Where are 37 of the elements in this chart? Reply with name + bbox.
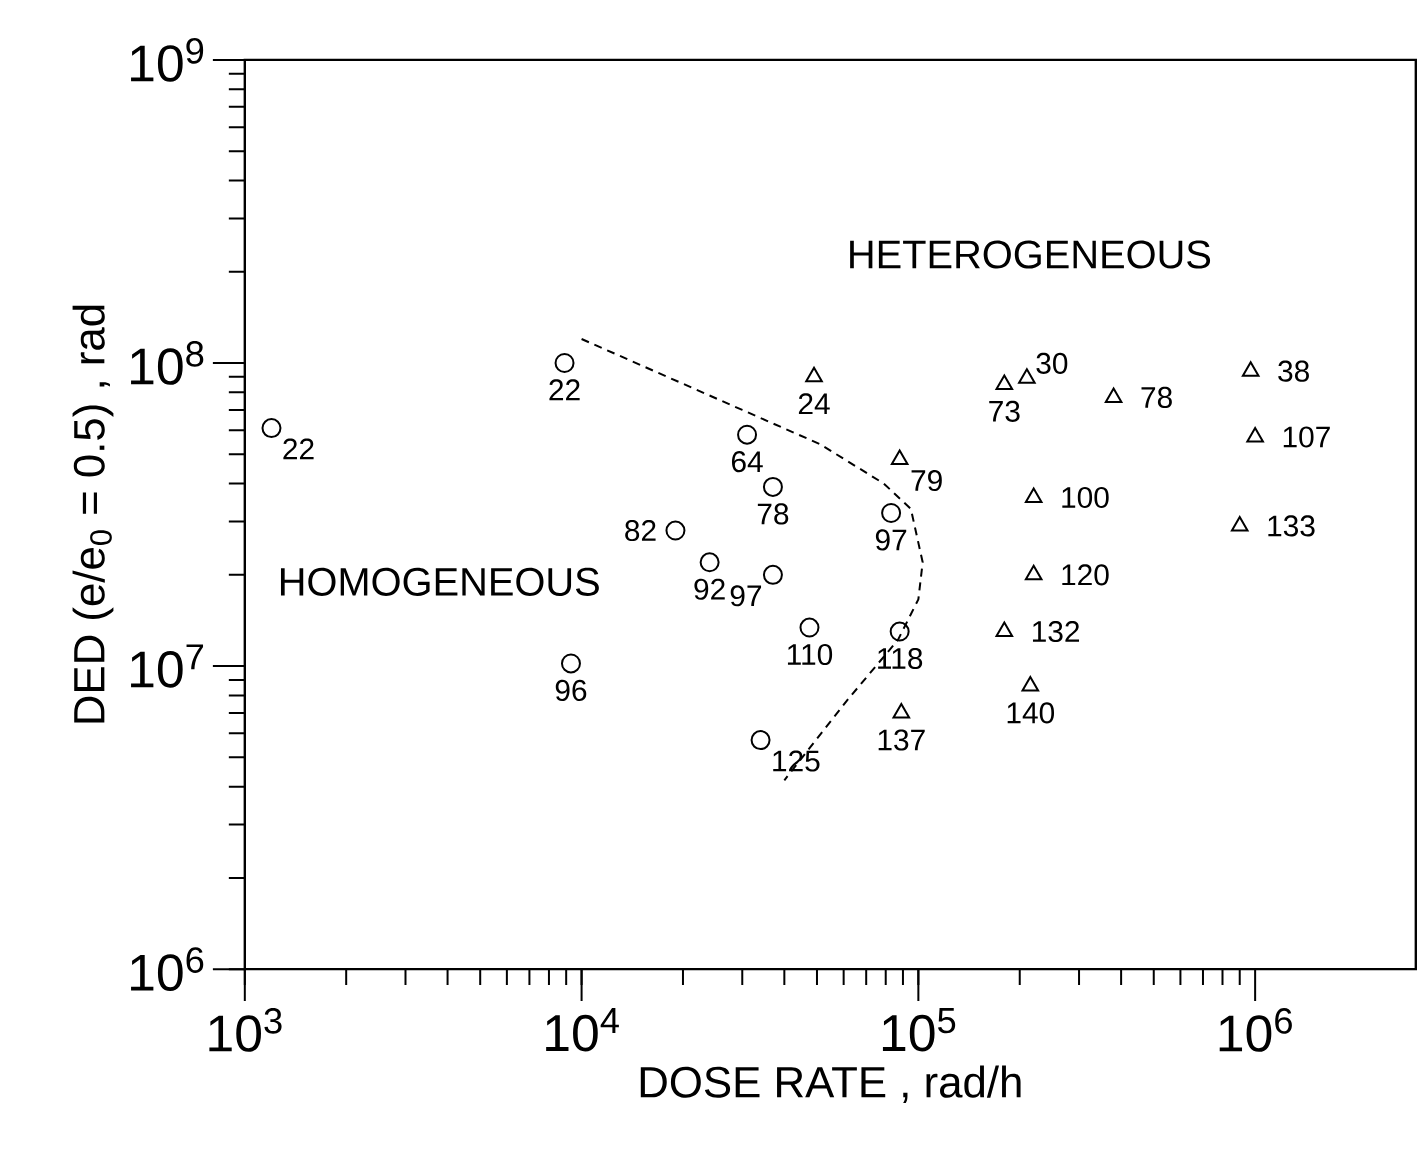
annotation: 30: [1036, 352, 1068, 374]
x-tick-label: 10$^{6}$: [1219, 1008, 1292, 1052]
annotation: 97: [875, 529, 907, 551]
x-tick-label: 10$^{5}$: [882, 1008, 956, 1052]
annotation: 64: [731, 451, 763, 473]
annotation: 118: [878, 647, 923, 670]
annotation: HETEROGENEOUS: [850, 240, 1211, 269]
x-tick-label: 10$^{3}$: [209, 1008, 282, 1052]
annotation: 140: [1007, 702, 1055, 724]
annotation: 24: [798, 393, 830, 415]
annotation: 92: [694, 578, 725, 600]
annotation: 132: [1032, 620, 1080, 643]
annotation: 96: [555, 679, 587, 701]
x-tick-label: 10$^{4}$: [546, 1008, 619, 1052]
annotation: HOMOGENEOUS: [280, 567, 599, 596]
annotation: 79: [911, 469, 942, 492]
y-axis-title: DED (e/e$_{0}$ = 0.5) , rad: [72, 305, 114, 723]
annotation: 82: [625, 519, 656, 542]
x-axis-title: DOSE RATE , rad/h: [640, 1065, 1021, 1103]
annotation: 120: [1062, 564, 1109, 586]
annotation: 125: [773, 750, 820, 772]
annotation: 97: [730, 585, 762, 607]
annotation: 38: [1278, 360, 1309, 382]
annotation: 110: [787, 643, 833, 666]
annotation: 137: [878, 729, 925, 751]
annotation: 78: [757, 503, 789, 525]
annotation: 78: [1141, 386, 1172, 408]
y-tick-label: 10$^{6}$: [131, 947, 204, 992]
y-tick-label: 10$^{9}$: [131, 38, 204, 82]
annotation: 73: [989, 400, 1020, 422]
annotation: 133: [1268, 515, 1315, 537]
annotation: 100: [1062, 486, 1109, 509]
annotation: 107: [1283, 426, 1330, 448]
y-tick-label: 10$^{7}$: [131, 644, 204, 688]
y-tick-label: 10$^{8}$: [131, 341, 204, 385]
annotation: 22: [549, 379, 580, 401]
annotation: 22: [283, 438, 314, 460]
